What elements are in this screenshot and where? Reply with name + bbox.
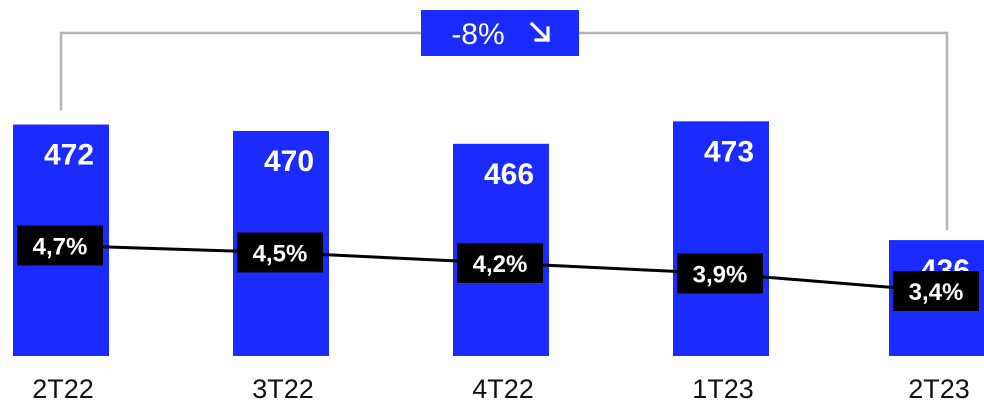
bar-value-label: 470 xyxy=(264,145,314,178)
arrow-down-right-icon xyxy=(529,21,551,43)
category-label: 1T23 xyxy=(692,374,754,404)
rate-label: 4,5% xyxy=(253,241,308,268)
rate-point-box xyxy=(457,243,543,283)
rate-point-box xyxy=(893,271,979,311)
bar-value-label: 473 xyxy=(704,135,754,168)
bar-value-label: 466 xyxy=(484,158,534,191)
rate-label: 3,4% xyxy=(909,279,964,306)
change-annotation: -8% xyxy=(421,10,579,56)
bar-value-label: 472 xyxy=(44,139,94,172)
change-label: -8% xyxy=(451,18,504,51)
rate-point-box xyxy=(677,253,763,294)
rate-point-box xyxy=(17,225,103,266)
category-label: 2T23 xyxy=(908,374,970,404)
category-label: 2T22 xyxy=(32,374,94,404)
change-badge xyxy=(421,10,579,56)
category-label: 3T22 xyxy=(252,374,314,404)
rate-label: 4,7% xyxy=(33,234,88,261)
category-label: 4T22 xyxy=(472,374,534,404)
rate-labels: 4,7% 4,5% 4,2% 3,9% 3,4% xyxy=(17,225,979,311)
category-labels: 2T22 3T22 4T22 1T23 2T23 xyxy=(32,374,970,404)
rate-point-box xyxy=(237,232,323,273)
rate-label: 3,9% xyxy=(693,262,748,289)
rate-label: 4,2% xyxy=(473,251,528,278)
bar-1T23 xyxy=(673,121,769,356)
